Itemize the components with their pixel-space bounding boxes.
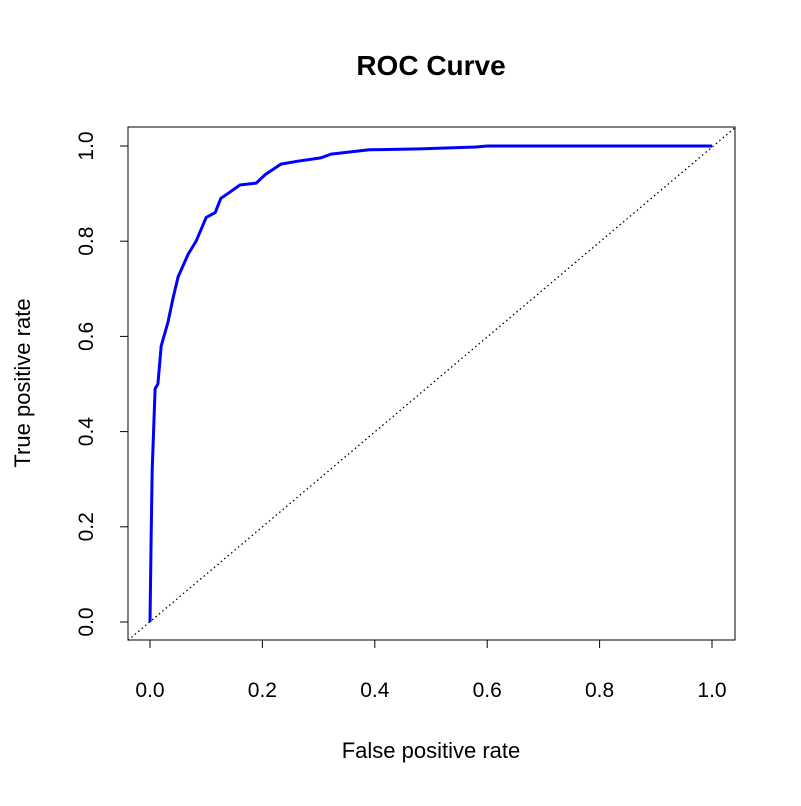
y-tick-label: 0.4 bbox=[75, 417, 98, 447]
y-tick-label: 0.6 bbox=[75, 322, 98, 351]
x-tick-label: 0.0 bbox=[135, 679, 164, 702]
roc-curve-line bbox=[148, 144, 712, 623]
y-tick-label: 0.2 bbox=[75, 512, 98, 541]
y-tick-label: 0.8 bbox=[75, 227, 98, 256]
y-tick-label: 0.0 bbox=[75, 607, 98, 636]
y-axis: 0.0 0.2 0.4 0.6 0.8 1.0 bbox=[75, 131, 129, 637]
x-tick-label: 0.6 bbox=[473, 679, 502, 702]
x-tick-label: 0.8 bbox=[585, 679, 614, 702]
x-tick-label: 0.4 bbox=[360, 679, 390, 702]
x-axis: 0.0 0.2 0.4 0.6 0.8 1.0 bbox=[135, 639, 727, 702]
y-tick-label: 1.0 bbox=[75, 131, 98, 160]
reference-diagonal bbox=[127, 127, 736, 641]
x-tick-label: 0.2 bbox=[248, 679, 277, 702]
x-tick-label: 1.0 bbox=[697, 679, 726, 702]
plot-area bbox=[127, 127, 736, 641]
y-axis-label: True positive rate bbox=[10, 298, 35, 467]
chart-title: ROC Curve bbox=[356, 50, 505, 81]
x-axis-label: False positive rate bbox=[342, 738, 521, 763]
